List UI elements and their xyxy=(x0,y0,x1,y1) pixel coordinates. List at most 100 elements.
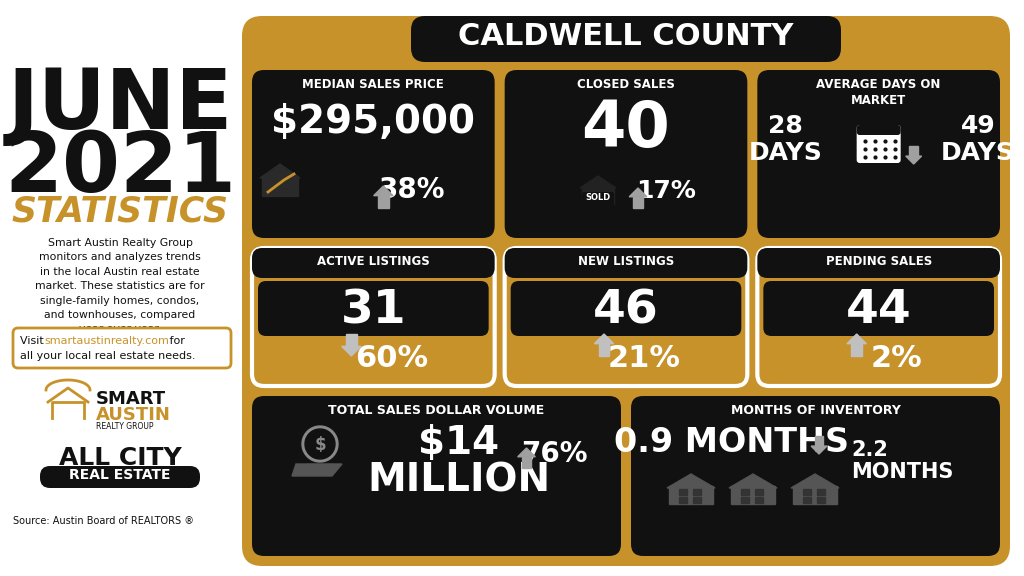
Polygon shape xyxy=(741,489,749,495)
Polygon shape xyxy=(633,197,643,208)
Polygon shape xyxy=(803,489,811,495)
Text: 2%: 2% xyxy=(870,344,923,373)
FancyBboxPatch shape xyxy=(758,248,1000,386)
FancyBboxPatch shape xyxy=(505,248,748,386)
FancyBboxPatch shape xyxy=(258,164,302,200)
Polygon shape xyxy=(815,436,823,446)
Text: SOLD: SOLD xyxy=(586,193,610,202)
Text: 40: 40 xyxy=(582,98,671,160)
Text: STATISTICS: STATISTICS xyxy=(11,195,228,229)
FancyBboxPatch shape xyxy=(258,281,488,336)
FancyBboxPatch shape xyxy=(505,70,748,238)
Text: $14
MILLION: $14 MILLION xyxy=(367,424,550,500)
Polygon shape xyxy=(518,448,536,457)
FancyBboxPatch shape xyxy=(582,192,614,206)
FancyBboxPatch shape xyxy=(758,248,1000,278)
Text: 28
DAYS: 28 DAYS xyxy=(749,114,822,165)
Text: 2021: 2021 xyxy=(4,128,236,209)
Text: Source: Austin Board of REALTORS ®: Source: Austin Board of REALTORS ® xyxy=(13,516,194,526)
Polygon shape xyxy=(580,176,616,188)
Polygon shape xyxy=(374,186,393,196)
Polygon shape xyxy=(791,474,839,488)
Polygon shape xyxy=(811,446,827,454)
Polygon shape xyxy=(693,497,701,503)
Polygon shape xyxy=(817,489,825,495)
Polygon shape xyxy=(847,334,866,344)
Text: MONTHS OF INVENTORY: MONTHS OF INVENTORY xyxy=(730,404,900,417)
Polygon shape xyxy=(582,186,614,204)
Text: PENDING SALES: PENDING SALES xyxy=(825,255,932,268)
Text: REALTY GROUP: REALTY GROUP xyxy=(96,422,154,431)
Polygon shape xyxy=(741,497,749,503)
Polygon shape xyxy=(262,176,298,196)
FancyBboxPatch shape xyxy=(763,281,994,336)
Text: CLOSED SALES: CLOSED SALES xyxy=(578,78,675,91)
Text: 44: 44 xyxy=(846,288,911,333)
Text: 49
DAYS: 49 DAYS xyxy=(941,114,1015,165)
FancyBboxPatch shape xyxy=(857,125,901,135)
Text: for: for xyxy=(166,336,185,346)
Polygon shape xyxy=(342,346,361,356)
Text: all your local real estate needs.: all your local real estate needs. xyxy=(20,351,196,361)
Text: smartaustinrealty.com: smartaustinrealty.com xyxy=(44,336,169,346)
Text: 0.9 MONTHS: 0.9 MONTHS xyxy=(613,426,849,459)
Polygon shape xyxy=(302,426,338,462)
Polygon shape xyxy=(679,489,687,495)
Polygon shape xyxy=(803,497,811,503)
Text: JUNE: JUNE xyxy=(7,65,232,146)
Polygon shape xyxy=(755,489,763,495)
FancyBboxPatch shape xyxy=(505,248,748,278)
Text: REAL ESTATE: REAL ESTATE xyxy=(70,468,171,482)
Text: AUSTIN: AUSTIN xyxy=(96,406,171,424)
Text: Smart Austin Realty Group
monitors and analyzes trends
in the local Austin real : Smart Austin Realty Group monitors and a… xyxy=(35,238,205,335)
Text: 21%: 21% xyxy=(607,344,681,373)
Text: $: $ xyxy=(314,436,326,454)
Text: MEDIAN SALES PRICE: MEDIAN SALES PRICE xyxy=(302,78,444,91)
Polygon shape xyxy=(521,457,531,468)
Polygon shape xyxy=(378,196,389,208)
FancyBboxPatch shape xyxy=(40,466,200,488)
Polygon shape xyxy=(679,497,687,503)
Polygon shape xyxy=(693,489,701,495)
Polygon shape xyxy=(729,474,777,488)
Text: $295,000: $295,000 xyxy=(271,103,475,141)
Polygon shape xyxy=(346,334,356,346)
Text: 2.2
MONTHS: 2.2 MONTHS xyxy=(851,440,953,482)
Polygon shape xyxy=(667,474,715,488)
FancyBboxPatch shape xyxy=(758,70,1000,238)
Text: AVERAGE DAYS ON
MARKET: AVERAGE DAYS ON MARKET xyxy=(816,78,941,107)
Polygon shape xyxy=(817,497,825,503)
Polygon shape xyxy=(851,344,862,356)
FancyBboxPatch shape xyxy=(252,396,621,556)
Text: TOTAL SALES DOLLAR VOLUME: TOTAL SALES DOLLAR VOLUME xyxy=(329,404,545,417)
FancyBboxPatch shape xyxy=(252,70,495,238)
FancyBboxPatch shape xyxy=(252,248,495,386)
Polygon shape xyxy=(305,429,335,459)
Text: NEW LISTINGS: NEW LISTINGS xyxy=(578,255,674,268)
Polygon shape xyxy=(909,146,918,156)
Polygon shape xyxy=(594,334,613,344)
Text: SMART: SMART xyxy=(96,390,166,408)
Text: 17%: 17% xyxy=(636,179,696,203)
Text: 46: 46 xyxy=(593,288,658,333)
FancyBboxPatch shape xyxy=(631,396,1000,556)
Text: 31: 31 xyxy=(341,288,407,333)
Polygon shape xyxy=(793,486,837,504)
Polygon shape xyxy=(599,344,609,356)
Polygon shape xyxy=(906,156,922,164)
Text: ALL CITY: ALL CITY xyxy=(58,446,181,470)
Text: 76%: 76% xyxy=(521,440,588,468)
FancyBboxPatch shape xyxy=(13,328,231,368)
Polygon shape xyxy=(260,164,300,178)
Text: 60%: 60% xyxy=(354,344,428,373)
Polygon shape xyxy=(629,188,647,197)
FancyBboxPatch shape xyxy=(511,281,741,336)
Text: CALDWELL COUNTY: CALDWELL COUNTY xyxy=(459,22,794,51)
FancyBboxPatch shape xyxy=(252,248,495,278)
Polygon shape xyxy=(306,464,334,472)
Text: ACTIVE LISTINGS: ACTIVE LISTINGS xyxy=(317,255,430,268)
FancyBboxPatch shape xyxy=(857,125,901,163)
Polygon shape xyxy=(755,497,763,503)
Polygon shape xyxy=(292,464,342,476)
FancyBboxPatch shape xyxy=(411,16,841,62)
